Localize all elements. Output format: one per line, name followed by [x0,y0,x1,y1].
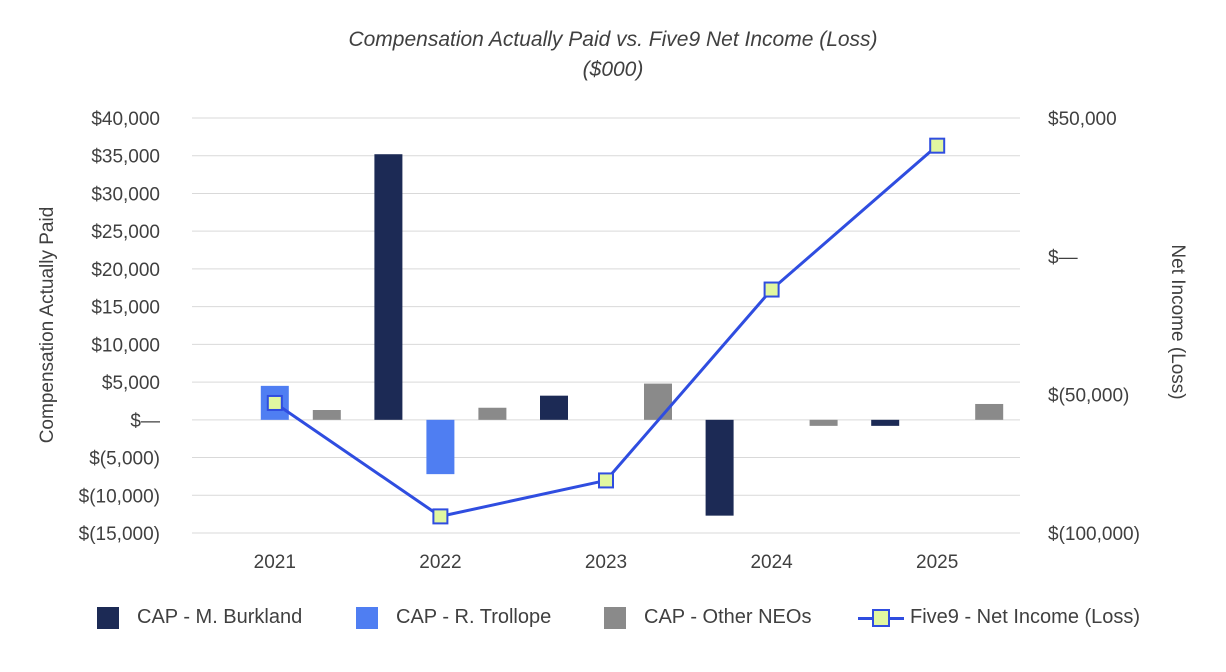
bar-cap-other-neos-2021 [312,410,341,420]
legend-item-burkland: CAP - M. Burkland [97,606,302,629]
x-tick-label: 2024 [750,552,793,573]
net-income-marker-2025 [929,137,946,154]
net-income-marker-2024 [763,281,780,298]
bar-cap-other-neos-2023 [644,383,672,420]
gridlines [192,117,1020,534]
y-left-tick-label: $10,000 [91,335,160,356]
x-tick-label: 2022 [419,552,461,573]
legend-swatch-other-neos [604,606,626,629]
y-left-tick-label: $20,000 [91,260,160,281]
x-axis: 2021 2022 2023 2024 2025 [254,552,959,573]
bar-cap-m-burkland-2023 [540,395,568,420]
y-left-tick-label: $40,000 [91,109,160,130]
y-left-tick-label: $— [130,411,160,432]
legend-item-trollope: CAP - R. Trollope [356,606,551,629]
x-tick-label: 2021 [254,552,296,573]
net-income-line-group [266,137,946,525]
left-axis: $40,000 $35,000 $30,000 $25,000 $20,000 $15,0… [79,109,160,545]
y-right-tick-label: $(100,000) [1048,524,1140,545]
bar-cap-m-burkland-2024 [705,419,734,516]
x-tick-label: 2025 [916,552,958,573]
y-right-tick-label: $50,000 [1048,109,1117,130]
y-left-tick-label: $(10,000) [79,486,160,507]
legend-swatch-net-income [858,607,904,629]
legend-label-burkland: CAP - M. Burkland [137,606,303,628]
y-left-tick-label: $15,000 [91,298,160,319]
legend-item-other-neos: CAP - Other NEOs [604,606,811,629]
net-income-marker-2023 [598,472,614,489]
y-left-tick-label: $(5,000) [89,449,160,470]
legend-item-net-income: Five9 - Net Income (Loss) [858,606,1140,629]
chart-title-line1: Compensation Actually Paid vs. Five9 Net… [348,28,878,51]
y-right-tick-label: $(50,000) [1048,386,1129,407]
y-left-tick-label: $30,000 [91,184,160,205]
legend-swatch-trollope [356,606,378,629]
y-left-tick-label: $(15,000) [79,524,160,545]
y-right-tick-label: $— [1048,247,1078,268]
bar-cap-other-neos-2022 [478,407,507,420]
y-left-tick-label: $25,000 [91,222,160,243]
x-tick-label: 2023 [585,552,627,573]
bars [260,154,1004,516]
legend-swatch-burkland [97,606,119,629]
bar-cap-other-neos-2025 [975,403,1004,420]
legend-label-trollope: CAP - R. Trollope [396,606,552,628]
y-left-tick-label: $35,000 [91,147,160,168]
bar-cap-m-burkland-2025 [871,419,900,426]
legend-label-other-neos: CAP - Other NEOs [644,606,812,628]
chart-title-line2: ($000) [582,58,644,81]
bar-cap-other-neos-2024 [809,419,838,426]
legend-label-net-income: Five9 - Net Income (Loss) [910,606,1141,628]
net-income-marker-2022 [432,508,449,525]
right-axis: $50,000 $— $(50,000) $(100,000) [1048,109,1140,545]
y-axis-left-label: Compensation Actually Paid [37,207,58,444]
net-income-marker-2021 [266,394,283,411]
bar-cap-m-burkland-2022 [374,154,403,420]
net-income-line [273,144,939,519]
bar-cap-r-trollope-2022 [426,419,455,475]
y-axis-right-label: Net Income (Loss) [1167,244,1188,399]
y-left-tick-label: $5,000 [102,373,160,394]
legend: CAP - M. Burkland CAP - R. Trollope CAP … [0,606,1226,638]
